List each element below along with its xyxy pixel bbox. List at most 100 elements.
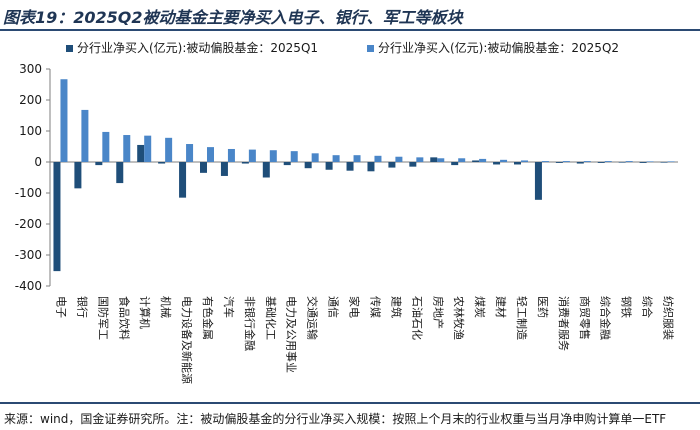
chart-title: 图表19：2025Q2被动基金主要净买入电子、银行、军工等板块 (3, 8, 463, 27)
x-tick-label: 传媒 (368, 296, 381, 318)
bar-q2 (458, 158, 466, 162)
x-tick-label: 钢铁 (620, 296, 633, 318)
x-tick-label: 医药 (536, 296, 549, 318)
bar-q2 (521, 160, 528, 162)
bar-q1 (367, 162, 375, 172)
x-tick-label: 通信 (327, 296, 340, 318)
x-tick-label: 电力及公用事业 (285, 296, 298, 373)
y-tick-label: -300 (15, 248, 42, 262)
bar-q1 (472, 160, 480, 162)
bar-q2 (353, 155, 361, 162)
bar-q2 (144, 135, 152, 162)
bar-q2 (165, 137, 173, 162)
y-tick-label: -200 (15, 217, 42, 231)
bar-q2 (416, 157, 424, 162)
x-tick-label: 综合金融 (599, 296, 613, 340)
bar-q1 (158, 162, 166, 164)
y-tick-label: 300 (19, 62, 42, 76)
bar-q1 (514, 162, 521, 165)
bar-q1 (53, 162, 61, 272)
bar-q1 (283, 162, 291, 166)
bar-q1 (534, 162, 542, 200)
x-tick-label: 建筑 (389, 296, 403, 318)
x-tick-label: 轻工制造 (515, 296, 529, 340)
source-note: 来源：wind，国金证券研究所。注：被动偏股基金的分行业净买入规模：按照上个月末… (4, 412, 667, 426)
legend-swatch (367, 45, 374, 52)
x-tick-label: 建材 (494, 296, 508, 318)
bar-q2 (583, 161, 591, 162)
y-tick-label: 0 (34, 155, 42, 169)
y-tick-label: -400 (15, 279, 42, 293)
x-tick-label: 国防军工 (96, 296, 110, 340)
bar-q1 (639, 162, 647, 163)
bar-q1 (576, 162, 584, 164)
bar-q2 (290, 151, 298, 162)
bar-q1 (346, 162, 354, 171)
legend-label: 分行业净买入(亿元):被动偏股基金：2025Q2 (378, 40, 619, 55)
bar-q1 (597, 162, 605, 163)
bar-q2 (604, 161, 612, 162)
bar-q1 (241, 162, 249, 164)
bar-q2 (227, 148, 235, 162)
bar-q1 (220, 162, 228, 176)
bar-q1 (430, 157, 438, 162)
bar-q1 (325, 162, 333, 170)
x-tick-label: 电子 (54, 296, 67, 318)
bar-q2 (395, 156, 403, 162)
bar-chart: 分行业净买入(亿元):被动偏股基金：2025Q1 分行业净买入(亿元):被动偏股基… (15, 40, 678, 384)
bar-q2 (479, 158, 487, 162)
bar-q1 (409, 162, 417, 167)
bar-q1 (137, 144, 145, 162)
title-bar: 图表19：2025Q2被动基金主要净买入电子、银行、军工等板块 (0, 0, 700, 31)
bar-q2 (541, 161, 549, 162)
x-tick-label: 家电 (348, 296, 362, 318)
bar-q2 (500, 159, 508, 162)
x-tick-label: 银行 (75, 296, 89, 318)
bar-q1 (179, 162, 187, 198)
x-tick-label: 房地产 (431, 296, 445, 329)
bar-q1 (618, 162, 626, 163)
x-tick-label: 非银行金融 (243, 296, 257, 351)
bar-q2 (625, 161, 633, 162)
bar-q1 (116, 162, 124, 184)
legend-swatch (66, 45, 73, 52)
x-tick-label: 食品饮料 (117, 296, 131, 340)
x-tick-label: 消费者服务 (557, 296, 571, 351)
bar-q1 (262, 162, 270, 178)
bar-q2 (248, 149, 256, 162)
x-tick-label: 商贸零售 (578, 296, 592, 340)
bar-q1 (388, 162, 396, 168)
bar-q2 (562, 161, 570, 162)
x-tick-label: 基础化工 (264, 296, 278, 340)
bar-q2 (81, 109, 89, 162)
bar-q2 (123, 135, 131, 162)
y-tick-label: 100 (19, 124, 42, 138)
x-tick-label: 有色金属 (201, 296, 215, 340)
bar-q1 (200, 162, 207, 173)
x-tick-label: 交通运输 (306, 296, 320, 340)
x-tick-label: 石油石化 (410, 296, 424, 340)
x-tick-label: 综合 (641, 296, 655, 318)
bar-q2 (437, 158, 445, 162)
bar-q2 (207, 147, 214, 162)
bar-q1 (95, 162, 103, 166)
source-divider (0, 402, 700, 404)
bar-q1 (451, 162, 459, 166)
bar-q1 (555, 162, 563, 163)
bar-q2 (60, 79, 68, 162)
bar-q1 (493, 162, 501, 165)
bar-q1 (74, 162, 82, 189)
x-tick-label: 纺织服装 (662, 296, 676, 340)
bar-q2 (102, 131, 110, 162)
x-tick-label: 农林牧渔 (452, 296, 466, 340)
bar-q2 (667, 161, 675, 162)
y-tick-label: -100 (15, 186, 42, 200)
legend-label: 分行业净买入(亿元):被动偏股基金：2025Q1 (77, 40, 318, 55)
x-tick-label: 汽车 (222, 296, 236, 318)
bar-q2 (311, 153, 319, 162)
x-tick-label: 计算机 (138, 296, 152, 329)
bar-q2 (186, 144, 194, 162)
bar-q2 (374, 155, 382, 162)
bar-q2 (332, 155, 340, 162)
